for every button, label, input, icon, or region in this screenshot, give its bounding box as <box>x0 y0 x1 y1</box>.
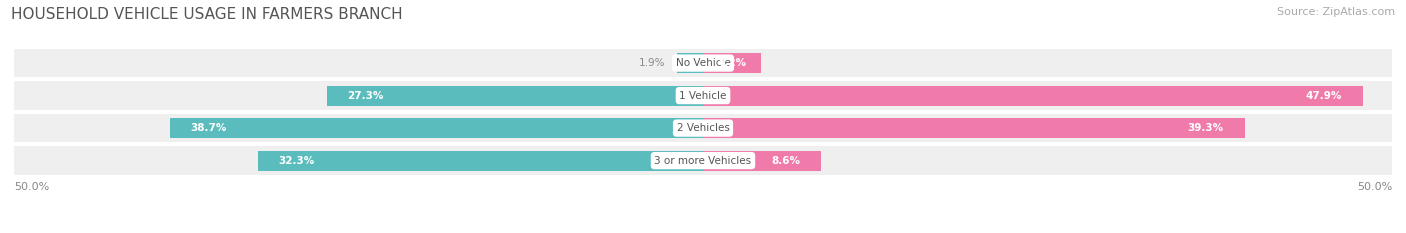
Text: 4.2%: 4.2% <box>717 58 747 68</box>
Bar <box>14 81 1392 110</box>
Bar <box>326 86 703 106</box>
Text: 32.3%: 32.3% <box>278 156 315 166</box>
Text: HOUSEHOLD VEHICLE USAGE IN FARMERS BRANCH: HOUSEHOLD VEHICLE USAGE IN FARMERS BRANC… <box>11 7 404 22</box>
Text: 1 Vehicle: 1 Vehicle <box>679 91 727 101</box>
Bar <box>14 146 1392 175</box>
Bar <box>257 151 703 171</box>
Text: 3 or more Vehicles: 3 or more Vehicles <box>654 156 752 166</box>
Text: 1.9%: 1.9% <box>640 58 666 68</box>
Bar <box>676 53 703 73</box>
Text: 27.3%: 27.3% <box>347 91 384 101</box>
Text: 38.7%: 38.7% <box>190 123 226 133</box>
Text: 50.0%: 50.0% <box>1357 182 1392 192</box>
Text: 8.6%: 8.6% <box>772 156 801 166</box>
Bar <box>14 114 1392 142</box>
Bar <box>703 86 1362 106</box>
Bar <box>703 151 821 171</box>
Text: 50.0%: 50.0% <box>14 182 49 192</box>
Text: Source: ZipAtlas.com: Source: ZipAtlas.com <box>1277 7 1395 17</box>
Text: 39.3%: 39.3% <box>1188 123 1223 133</box>
Bar <box>14 49 1392 77</box>
Bar <box>703 53 761 73</box>
Bar <box>703 118 1244 138</box>
Text: No Vehicle: No Vehicle <box>675 58 731 68</box>
Text: 47.9%: 47.9% <box>1306 91 1343 101</box>
Bar <box>170 118 703 138</box>
Text: 2 Vehicles: 2 Vehicles <box>676 123 730 133</box>
